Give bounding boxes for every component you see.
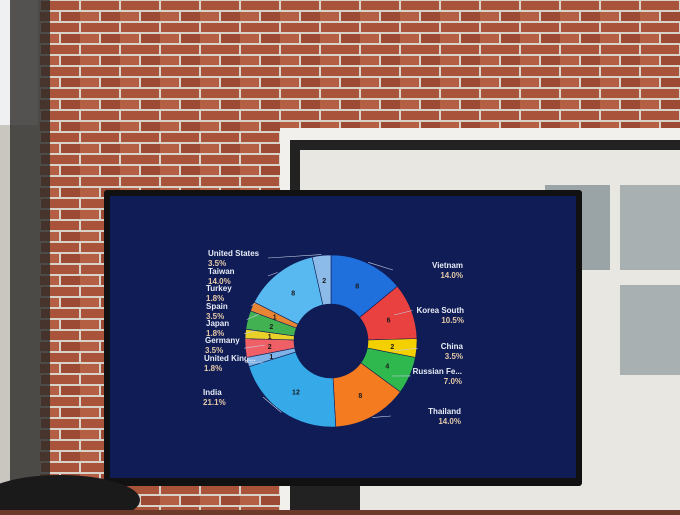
tv-stand (300, 486, 360, 510)
slice-value: 2 (268, 344, 272, 351)
percent-label: 3.5% (206, 312, 224, 321)
slice-value: 12 (292, 390, 300, 397)
percent-label: 1.8% (204, 364, 222, 373)
percent-label: 3.5% (445, 352, 463, 361)
category-label: Taiwan (208, 267, 235, 276)
category-label: United States (208, 249, 260, 258)
slice-value: 2 (322, 278, 326, 285)
category-label: Russian Fe... (413, 367, 462, 376)
percent-label: 10.5% (441, 316, 464, 325)
slice-value: 2 (269, 324, 273, 331)
percent-label: 7.0% (444, 377, 462, 386)
slice-value: 1 (269, 354, 273, 361)
tv-screen (110, 196, 576, 478)
category-label: Thailand (428, 407, 461, 416)
slice-value: 8 (291, 290, 295, 297)
slice-value: 2 (390, 344, 394, 351)
category-label: Vietnam (432, 261, 463, 270)
category-label: India (203, 388, 222, 397)
category-label: China (441, 342, 464, 351)
percent-label: 1.8% (206, 294, 224, 303)
slice-value: 1 (273, 314, 277, 321)
slice-value: 1 (268, 334, 272, 341)
slice-value: 6 (387, 317, 391, 324)
category-label: Spain (206, 302, 228, 311)
percent-label: 1.8% (206, 329, 224, 338)
percent-label: 3.5% (205, 346, 223, 355)
percent-label: 14.0% (208, 277, 231, 286)
slice-value: 8 (358, 393, 362, 400)
pillar (10, 0, 50, 510)
window-pane (620, 185, 680, 270)
percent-label: 21.1% (203, 398, 226, 407)
percent-label: 14.0% (440, 271, 463, 280)
category-label: Korea South (416, 306, 464, 315)
slice-value: 4 (385, 364, 389, 371)
percent-label: 14.0% (438, 417, 461, 426)
slice-value: 8 (355, 283, 359, 290)
percent-label: 3.5% (208, 259, 226, 268)
window-pane (620, 285, 680, 375)
